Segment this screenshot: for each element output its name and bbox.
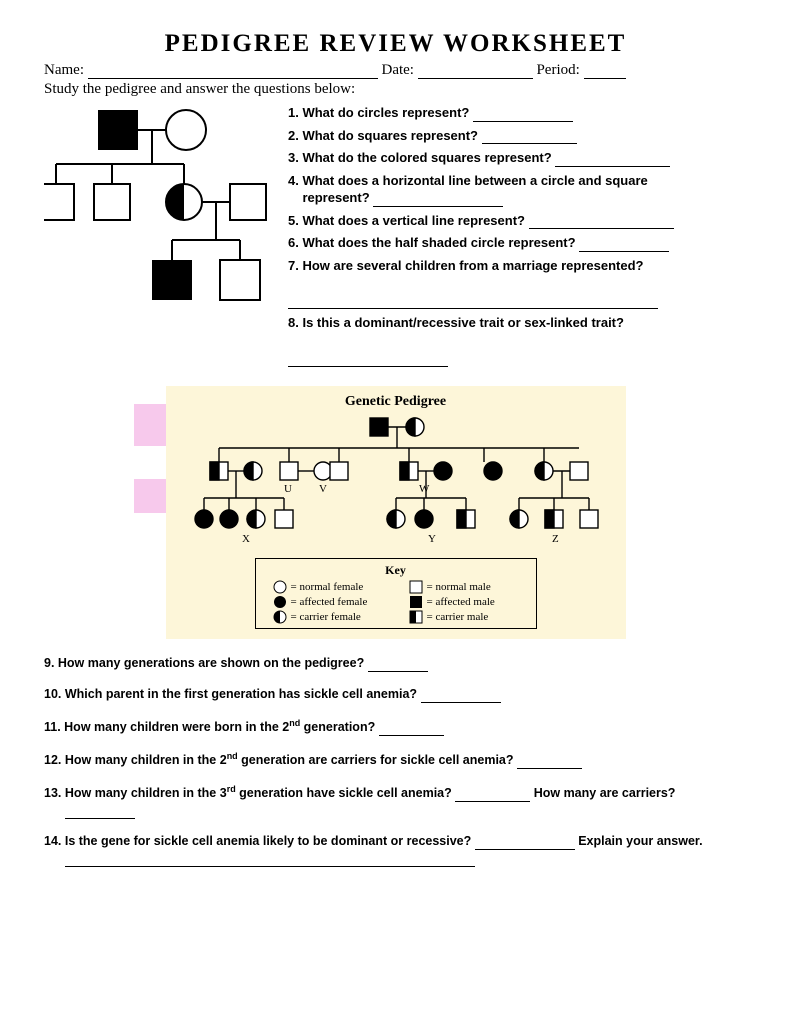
questions-column-2: 9. How many generations are shown on the… [44,655,747,866]
answer-blank[interactable] [65,806,135,819]
question: 13. How many children in the 3rd generat… [44,783,747,819]
svg-text:Z: Z [552,533,559,545]
key-item: = affected male [409,595,519,609]
date-label: Date: [381,62,413,78]
pedigree-diagram-2: U V W [184,410,608,558]
answer-blank[interactable] [517,756,582,769]
svg-text:U: U [284,483,292,495]
name-label: Name: [44,62,84,78]
legend-box: Key = normal female= normal male= affect… [255,558,537,629]
key-row: = carrier female = carrier male [256,610,536,624]
key-item: = normal male [409,580,519,594]
svg-text:V: V [319,483,327,495]
answer-blank[interactable] [579,239,669,252]
genetic-pedigree-wrap: Genetic Pedigree U [44,386,747,639]
question: 12. How many children in the 2nd generat… [44,750,747,769]
question: 10. Which parent in the first generation… [44,686,747,703]
question: 9. How many generations are shown on the… [44,655,747,672]
question: 6. What does the half shaded circle repr… [288,234,747,252]
svg-text:W: W [419,483,430,495]
question: 4. What does a horizontal line between a… [288,172,747,207]
question: 7. How are several children from a marri… [288,257,747,310]
answer-blank[interactable] [473,109,573,122]
period-label: Period: [536,62,579,78]
questions-column-1: 1. What do circles represent? 2. What do… [274,104,747,372]
name-blank[interactable] [88,64,378,79]
key-item: = affected female [273,595,383,609]
question: 3. What do the colored squares represent… [288,149,747,167]
answer-blank[interactable] [421,690,501,703]
svg-text:Y: Y [428,533,436,545]
key-title: Key [256,563,536,578]
period-blank[interactable] [584,64,626,79]
key-item: = carrier male [409,610,519,624]
answer-blank[interactable] [373,194,503,207]
genetic-pedigree-box: Genetic Pedigree U [166,386,626,639]
genetic-title: Genetic Pedigree [184,394,608,410]
question: 5. What does a vertical line represent? [288,212,747,230]
answer-blank[interactable] [65,854,475,867]
answer-blank[interactable] [529,216,674,229]
key-item: = carrier female [273,610,383,624]
question: 1. What do circles represent? [288,104,747,122]
answer-blank[interactable] [555,154,670,167]
header-row: Name: Date: Period: [44,62,747,79]
answer-blank[interactable] [288,296,658,309]
page-title: PEDIGREE REVIEW WORKSHEET [44,30,747,58]
question: 14. Is the gene for sickle cell anemia l… [44,833,747,867]
question: 2. What do squares represent? [288,127,747,145]
date-blank[interactable] [418,64,533,79]
instruction-text: Study the pedigree and answer the questi… [44,81,747,98]
answer-blank[interactable] [475,837,575,850]
key-row: = affected female = affected male [256,595,536,609]
answer-blank[interactable] [455,789,530,802]
answer-blank[interactable] [482,131,577,144]
question: 11. How many children were born in the 2… [44,717,747,736]
pedigree-diagram-1 [44,104,274,314]
key-row: = normal female = normal male [256,580,536,594]
question: 8. Is this a dominant/recessive trait or… [288,314,747,367]
section-1: 1. What do circles represent? 2. What do… [44,104,747,372]
answer-blank[interactable] [368,659,428,672]
answer-blank[interactable] [379,723,444,736]
key-item: = normal female [273,580,383,594]
worksheet-page: PEDIGREE REVIEW WORKSHEET Name: Date: Pe… [0,0,791,1024]
svg-text:X: X [242,533,250,545]
answer-blank[interactable] [288,354,448,367]
